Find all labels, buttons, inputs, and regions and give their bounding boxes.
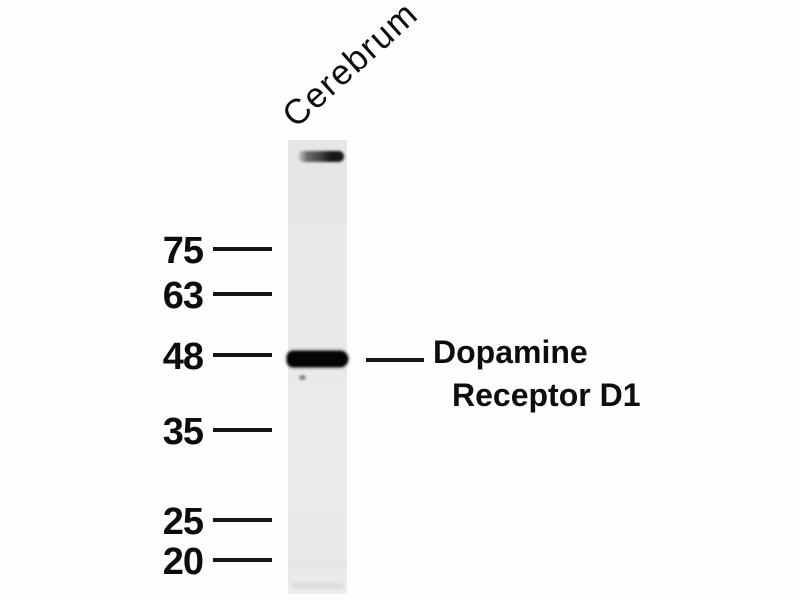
marker-tick [213,292,272,296]
marker-label: 20 [162,541,204,583]
lane-label: Cerebrum [274,0,426,135]
marker-label: 63 [162,275,204,317]
marker-tick [213,558,272,562]
marker-row-75: 75 [0,229,272,273]
marker-row-48: 48 [0,335,272,379]
marker-tick [213,247,272,251]
marker-label: 35 [162,411,204,453]
blot-lane [287,140,348,594]
marker-row-63: 63 [0,274,272,318]
band-target-48kda [287,351,348,367]
marker-row-35: 35 [0,410,272,454]
target-label-line2: Receptor D1 [452,377,641,413]
marker-label: 25 [162,501,204,543]
faint-speck [299,375,306,380]
target-label-line1: Dopamine [433,334,588,370]
band-pointer-line [366,358,424,362]
marker-label: 48 [162,336,204,378]
marker-tick [213,518,272,522]
marker-tick [213,428,272,432]
band-high-mw [298,151,344,162]
marker-tick [213,353,272,357]
marker-row-20: 20 [0,540,272,584]
marker-row-25: 25 [0,500,272,544]
marker-label: 75 [162,230,204,272]
